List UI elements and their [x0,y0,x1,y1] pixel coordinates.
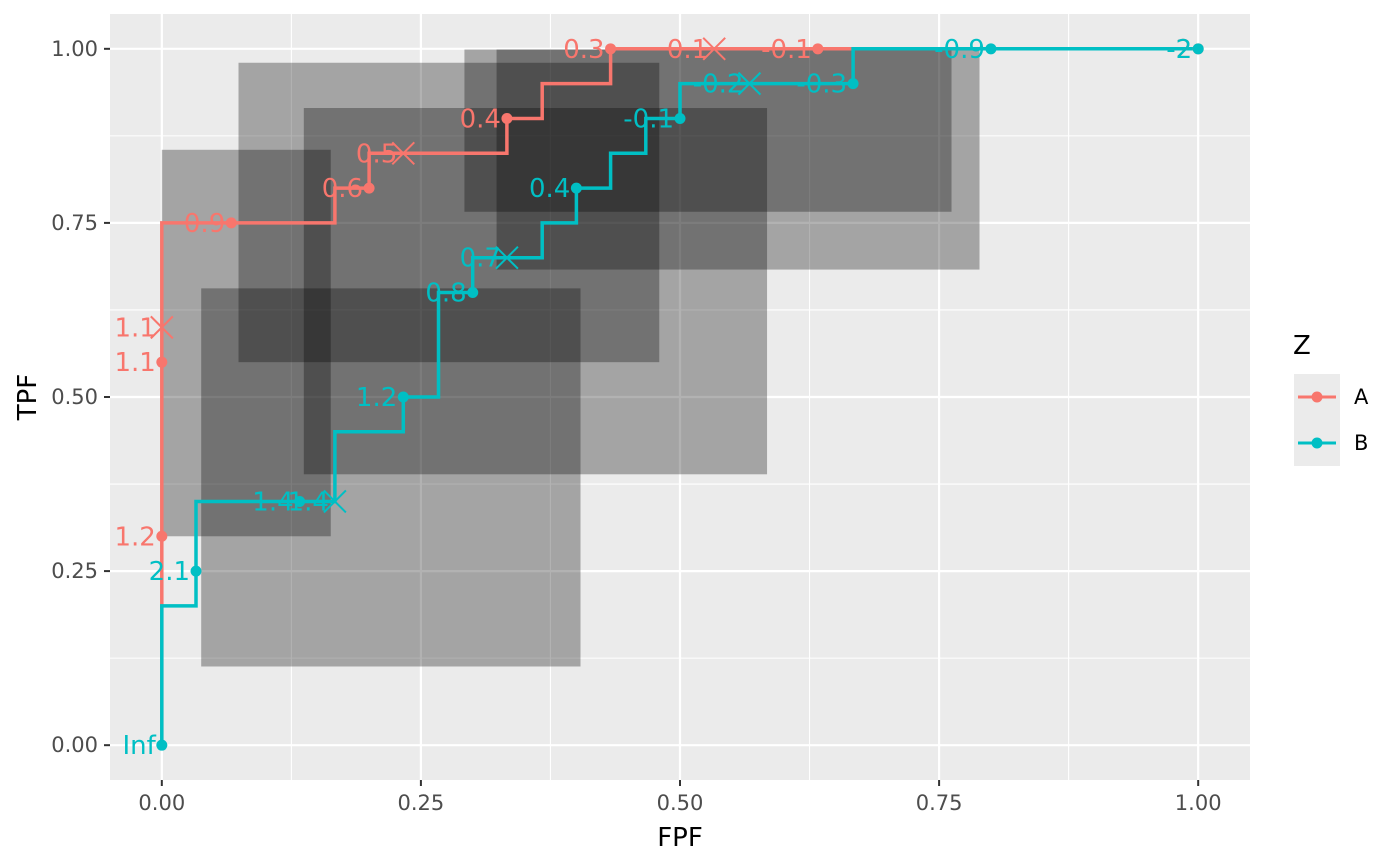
point-label-a: 0.9 [184,209,225,239]
x-tick-label: 1.00 [1175,791,1222,815]
point-label-a: -0.1 [761,35,812,65]
confidence-region [238,62,660,363]
series-cross-b [737,71,762,96]
y-tick-label: 0.75 [51,211,98,235]
point-label-b: 1.2 [356,383,397,413]
x-tick-label: 0.00 [138,791,185,815]
confidence-region [303,108,768,475]
cross-label-b: -0.2 [693,70,744,100]
y-tick-label: 1.00 [51,37,98,61]
point-label-a: 1.2 [114,522,155,552]
cross-label-a: 1.1 [114,313,155,343]
point-label-b: 0.8 [425,279,466,309]
cross-label-b: 0.7 [460,244,501,274]
point-label-b: -2 [1166,35,1192,65]
series-point-b [467,287,479,299]
axis-ticks: 0.00 0.25 0.50 0.75 1.00 0.00 0.25 0.50 0.75 1.00 [51,37,1221,815]
x-tick-label: 0.50 [657,791,704,815]
legend-point-a [1311,391,1323,403]
series-markers [150,37,1204,751]
series-point-b [156,739,168,751]
point-label-b: 2.1 [149,557,190,587]
point-label-b: Inf [123,731,157,761]
x-tick-label: 0.75 [916,791,963,815]
legend-point-b [1311,437,1323,449]
series-cross-b [495,246,519,270]
x-axis-title: FPF [657,823,703,853]
series-point-a [156,530,168,542]
confidence-region [496,49,980,270]
y-axis-title: TPF [13,374,43,422]
series-line-a [160,47,1199,746]
series-point-b [1192,43,1204,55]
point-labels: 1.2 1.1 0.9 0.6 0.4 0.3 -0.1 -2 1.1 0.5 0.1 Inf 2.1 1… [114,35,1192,761]
legend-label-b: B [1354,431,1368,455]
y-tick-label: 0.50 [51,385,98,409]
y-tick-label: 0.25 [51,559,98,583]
point-label-a: -2 [1166,35,1192,65]
series-point-b [190,565,202,577]
series-point-b [570,182,582,194]
legend-label-a: A [1354,385,1369,409]
series-point-b [674,112,686,124]
point-label-b: -0.3 [796,70,847,100]
confidence-region [201,288,581,667]
series-cross-a [150,315,174,340]
series-point-a [225,217,237,229]
point-label-b: -0.1 [623,104,674,134]
cross-label-a: 0.1 [667,35,708,65]
cross-label-a: 0.5 [356,139,397,169]
confidence-region [161,149,331,537]
series-point-a [812,43,824,55]
cross-label-b: 1.4 [288,487,329,517]
series-point-b [847,78,859,90]
series-point-b [397,391,409,403]
point-label-a: 0.4 [460,104,501,134]
series-point-a [363,182,375,194]
series-cross-a [702,37,726,61]
series-point-b [985,43,997,55]
series-point-a [605,43,617,55]
series-line-b [160,47,1199,746]
point-label-b: 0.4 [529,174,570,204]
confidence-region [464,49,952,212]
series-cross-a [391,141,415,165]
point-label-b: 1.4 [252,487,293,517]
point-label-b: -0.9 [934,35,985,65]
legend: Z A B [1293,331,1369,466]
series-cross-b [323,489,347,514]
confidence-regions [161,49,980,667]
point-label-a: 0.6 [322,174,363,204]
point-label-a: 1.1 [114,348,155,378]
series-lines [160,47,1199,746]
point-label-a: 0.3 [563,35,604,65]
series-point-b [294,495,306,507]
series-point-a [156,356,168,368]
x-tick-label: 0.25 [398,791,445,815]
legend-title: Z [1293,331,1311,361]
y-tick-label: 0.00 [51,733,98,757]
series-point-a [501,112,513,124]
